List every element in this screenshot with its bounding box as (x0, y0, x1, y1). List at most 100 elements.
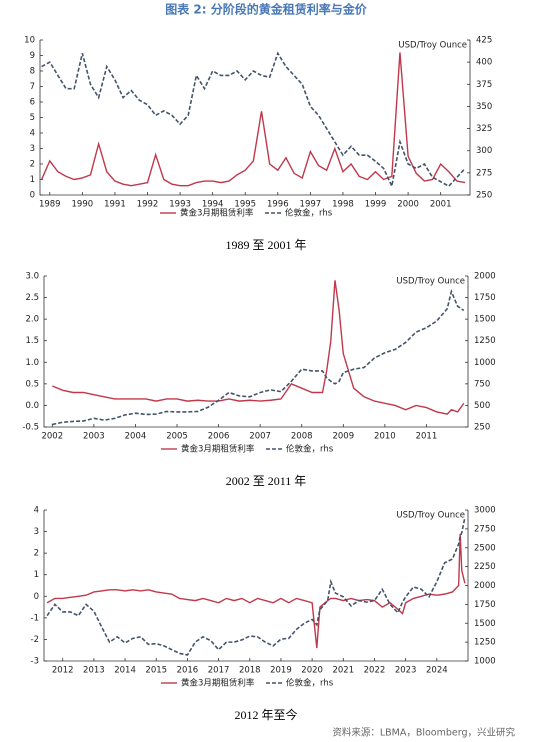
y-tick-label: 2 (34, 549, 39, 559)
series-line (40, 52, 466, 187)
series-line (41, 51, 466, 189)
y-tick-label: 0.0 (25, 401, 39, 411)
y2-unit-label: USD/Troy Ounce (398, 41, 467, 51)
y2-tick-label: 1250 (474, 638, 496, 648)
y-tick-label: 7 (30, 82, 35, 92)
x-tick-label: 2005 (166, 432, 188, 442)
source-note: 资料来源：LBMA，Bloomberg，兴业研究 (332, 727, 515, 739)
x-tick-label: 2010 (374, 432, 396, 442)
x-tick-label: 1989 (39, 200, 61, 210)
x-tick-label: 2023 (395, 666, 417, 676)
series-line (46, 533, 466, 649)
y-tick-label: 4 (34, 506, 39, 516)
y-tick-label: 2.5 (25, 293, 39, 303)
y-tick-label: 8 (30, 67, 35, 77)
y-tick-label: 1.0 (25, 358, 39, 368)
y-tick-label: 1 (30, 175, 35, 185)
y-tick-label: 1.5 (25, 336, 39, 346)
x-tick-label: 1994 (202, 200, 224, 210)
x-tick-label: 2002 (41, 432, 63, 442)
x-tick-label: 1998 (332, 200, 354, 210)
y2-tick-label: 2500 (474, 543, 496, 553)
y2-tick-label: 1000 (474, 358, 496, 368)
x-tick-label: 1995 (234, 200, 256, 210)
y-tick-label: 1 (34, 570, 39, 580)
x-tick-label: 2001 (430, 200, 452, 210)
y-tick-label: -2 (31, 635, 39, 645)
legend-label: 伦敦金，rhs (286, 444, 334, 455)
legend-label: 伦敦金，rhs (285, 208, 333, 219)
y2-tick-label: 2000 (474, 272, 496, 282)
y-tick-label: 4 (30, 129, 35, 139)
y2-unit-label: USD/Troy Ounce (396, 277, 465, 287)
y-tick-label: 0 (34, 592, 39, 602)
x-tick-label: 2020 (301, 666, 323, 676)
figure-title: 图表 2: 分阶段的黄金租赁利率与金价 (165, 2, 368, 17)
chart-caption: 1989 至 2001 年 (225, 238, 306, 252)
series-line (46, 517, 466, 656)
x-tick-label: 2009 (332, 432, 354, 442)
y2-tick-label: 1750 (474, 600, 496, 610)
y2-tick-label: 750 (474, 379, 490, 389)
y2-tick-label: 2250 (474, 562, 496, 572)
x-tick-label: 2016 (177, 666, 199, 676)
y2-tick-label: 250 (474, 423, 490, 433)
x-tick-label: 2011 (416, 432, 438, 442)
legend-label: 黄金3月期租赁利率 (180, 208, 254, 219)
y2-tick-label: 1000 (474, 657, 496, 667)
chart-caption: 2012 年至今 (234, 707, 297, 722)
x-tick-label: 2018 (239, 666, 261, 676)
y2-tick-label: 375 (476, 80, 492, 90)
x-tick-label: 2024 (426, 666, 448, 676)
x-tick-label: 2000 (397, 200, 419, 210)
x-tick-label: 2017 (208, 666, 230, 676)
y2-tick-label: 500 (474, 401, 490, 411)
y2-tick-label: 1500 (474, 315, 496, 325)
x-tick-label: 1992 (137, 200, 159, 210)
y2-tick-label: 250 (476, 191, 492, 201)
x-tick-label: 1990 (72, 200, 94, 210)
legend-label: 伦敦金，rhs (286, 678, 334, 689)
y-tick-label: 0 (30, 191, 35, 201)
y-tick-label: -1 (31, 613, 39, 623)
x-tick-label: 2008 (291, 432, 313, 442)
y-tick-label: 9 (30, 51, 35, 61)
x-tick-label: 2015 (145, 666, 167, 676)
x-tick-label: 1991 (104, 200, 126, 210)
y-tick-label: 2 (30, 160, 35, 170)
y-tick-label: 0.5 (25, 379, 39, 389)
y2-tick-label: 1250 (474, 336, 496, 346)
y-tick-label: -3 (31, 657, 39, 667)
y2-tick-label: 300 (476, 146, 492, 156)
x-tick-label: 2021 (332, 666, 354, 676)
y-tick-label: 3 (30, 144, 35, 154)
x-tick-label: 1993 (169, 200, 191, 210)
y-tick-label: 6 (30, 98, 35, 108)
series-line (52, 288, 465, 426)
y2-tick-label: 2000 (474, 581, 496, 591)
y-tick-label: 2.0 (25, 315, 39, 325)
x-tick-label: 2012 (52, 666, 74, 676)
legend-label: 黄金3月期租赁利率 (181, 444, 255, 455)
y2-unit-label: USD/Troy Ounce (396, 511, 465, 521)
axis-frame (43, 276, 469, 428)
x-tick-label: 2004 (125, 432, 147, 442)
y-tick-label: 10 (24, 36, 35, 46)
x-tick-label: 2007 (249, 432, 271, 442)
y2-tick-label: 350 (476, 102, 492, 112)
y2-tick-label: 3000 (474, 506, 496, 516)
x-tick-label: 2003 (83, 432, 105, 442)
y-tick-label: 3.0 (25, 272, 39, 282)
x-tick-label: 1999 (365, 200, 387, 210)
x-tick-label: 2013 (83, 666, 105, 676)
y2-tick-label: 325 (476, 124, 492, 134)
x-tick-label: 2019 (270, 666, 292, 676)
y2-tick-label: 400 (476, 58, 492, 68)
y-tick-label: 5 (30, 113, 35, 123)
x-tick-label: 2022 (364, 666, 386, 676)
x-tick-label: 1996 (267, 200, 289, 210)
x-tick-label: 2006 (208, 432, 230, 442)
x-tick-label: 1997 (300, 200, 322, 210)
